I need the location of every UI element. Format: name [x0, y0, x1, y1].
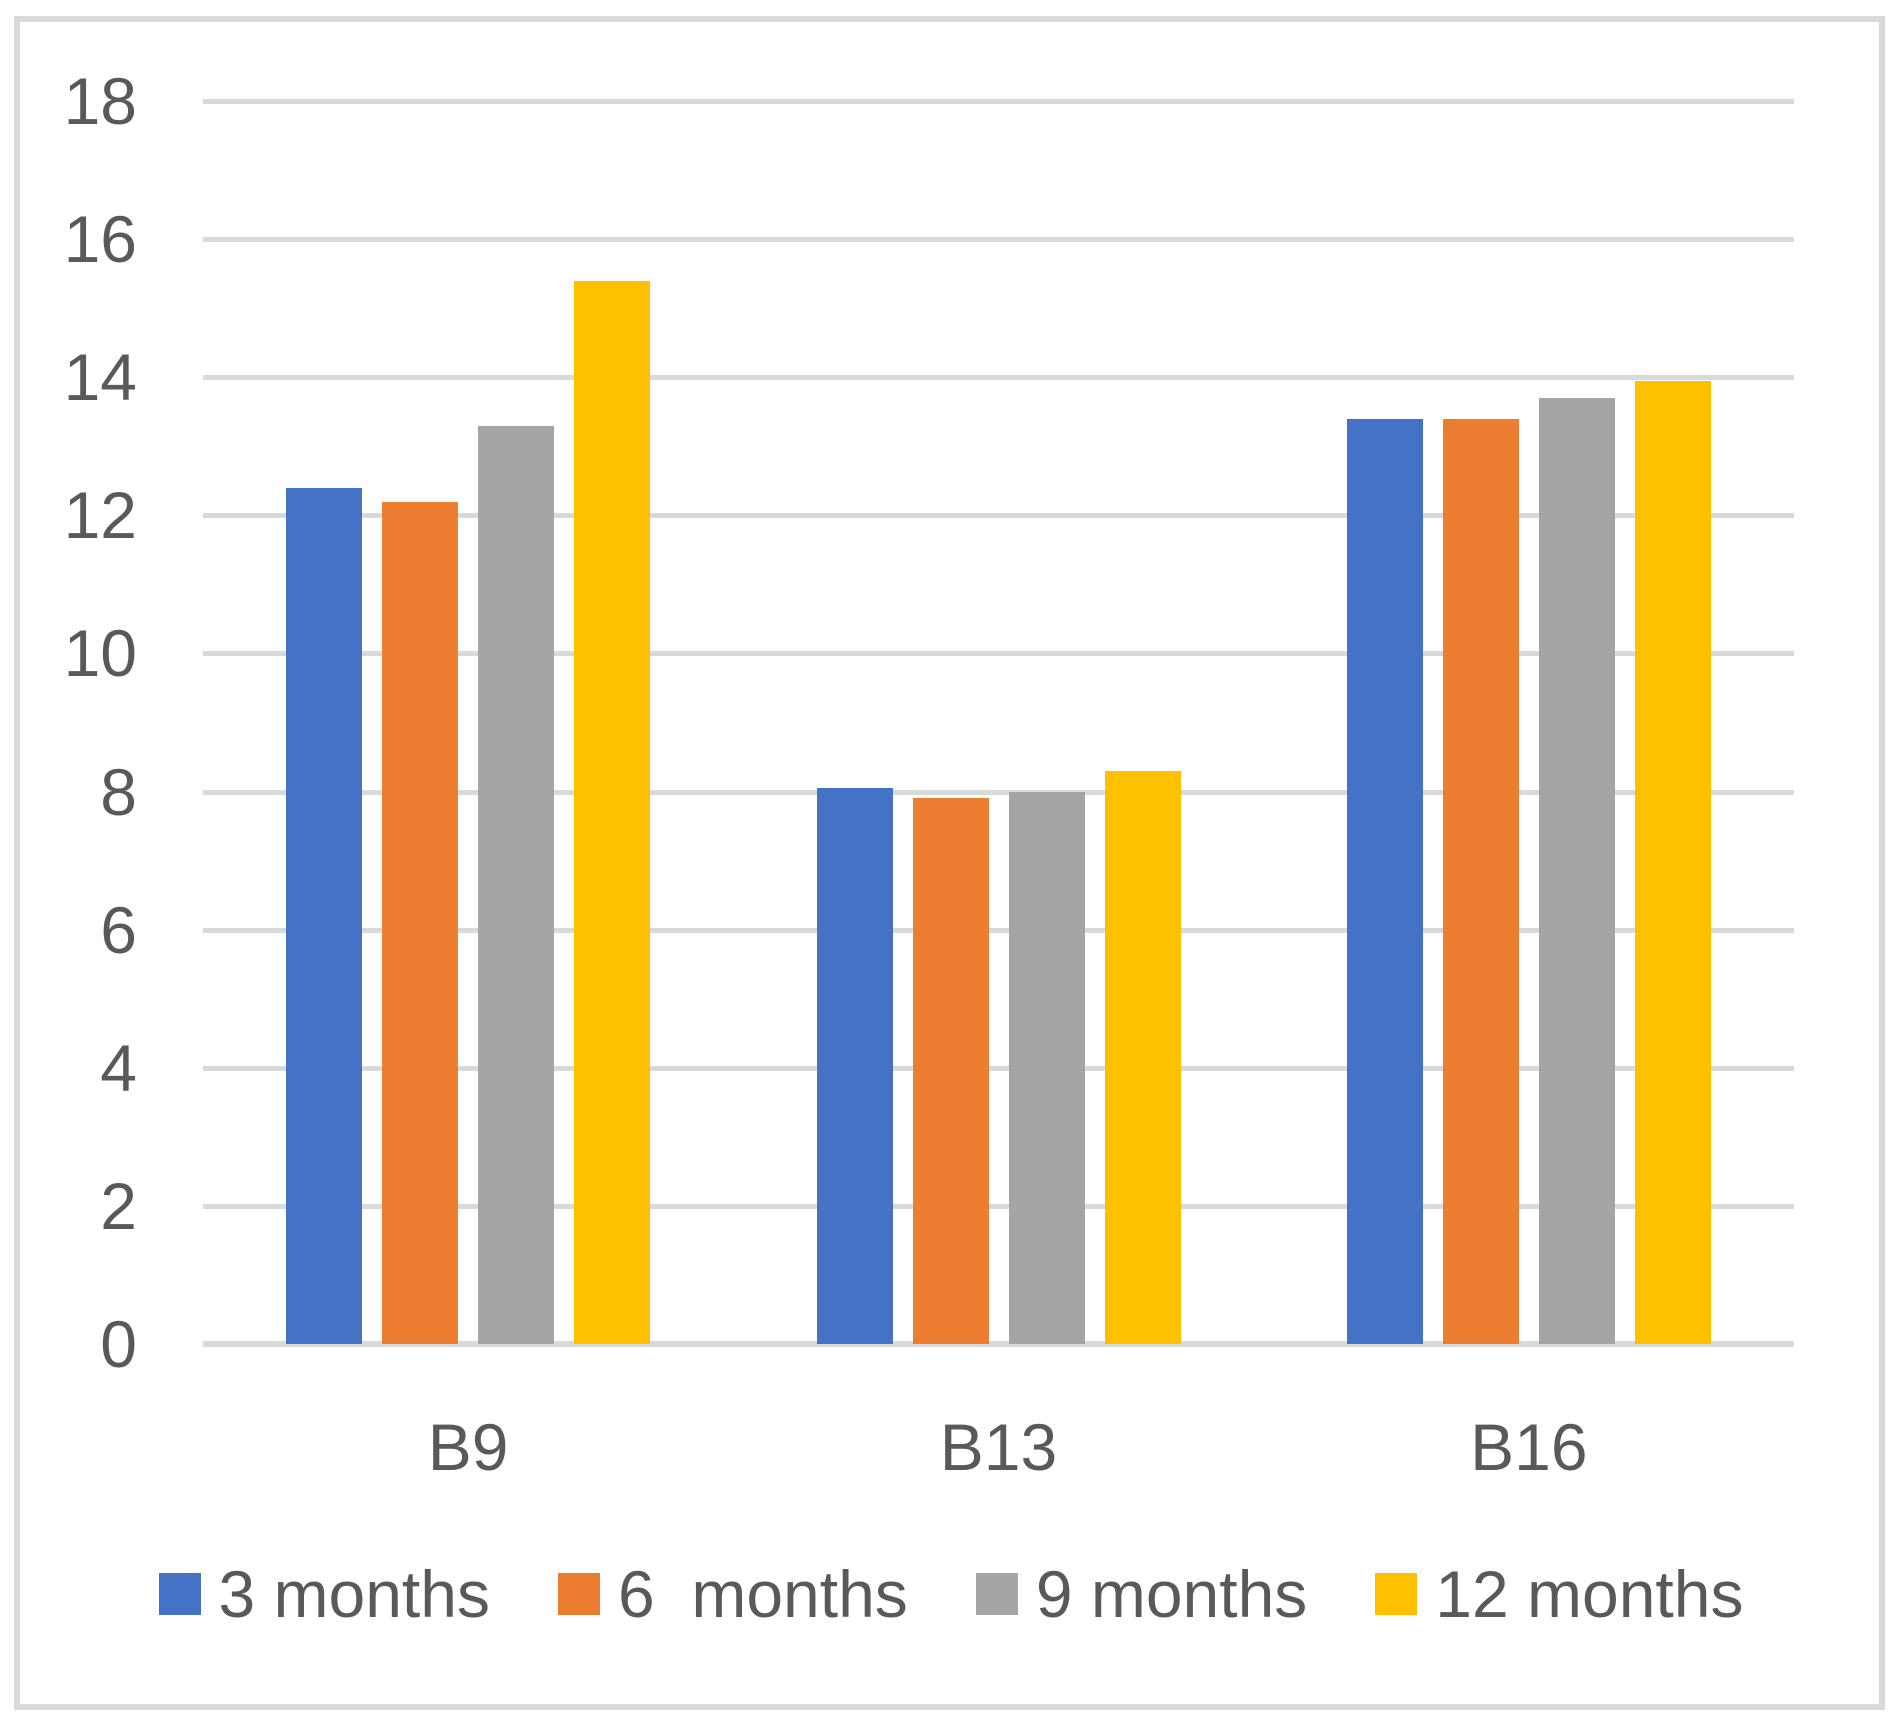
legend-label: 9 months [1035, 1557, 1308, 1631]
y-axis-tick-label: 10 [63, 616, 137, 691]
bar-group-b9 [286, 101, 651, 1344]
legend-item-6-months: 6 months [557, 1557, 908, 1631]
bar-group-b16 [1346, 101, 1711, 1344]
bar-b13-12-months [1104, 770, 1181, 1344]
y-axis-tick-label: 16 [63, 202, 137, 277]
y-axis-tick-label: 2 [100, 1168, 137, 1243]
bar-b9-12-months [574, 280, 651, 1344]
gridline-y-0 [203, 1341, 1794, 1347]
legend-item-12-months: 12 months [1375, 1559, 1743, 1629]
bar-b13-3-months [816, 788, 893, 1344]
gridline-y-8 [203, 789, 1794, 795]
y-axis-tick-label: 6 [100, 892, 137, 967]
bar-b16-3-months [1346, 418, 1423, 1344]
bar-b9-3-months [286, 487, 363, 1344]
y-axis-tick-label: 14 [63, 340, 137, 415]
bar-b9-6-months [382, 501, 459, 1344]
y-axis-tick-label: 8 [100, 754, 137, 829]
legend-swatch-icon [1375, 1573, 1418, 1615]
gridline-y-2 [203, 1203, 1794, 1209]
gridline-y-4 [203, 1065, 1794, 1071]
y-axis-tick-label: 0 [100, 1307, 137, 1381]
legend-swatch-icon [557, 1573, 600, 1615]
x-axis-category-label: B16 [1470, 1410, 1588, 1484]
bar-group-b13 [816, 101, 1181, 1344]
legend-item-3-months: 3 months [158, 1557, 490, 1631]
gridline-y-6 [203, 927, 1794, 933]
gridline-y-18 [203, 99, 1794, 104]
legend-swatch-icon [975, 1573, 1018, 1615]
legend-item-9-months: 9 months [975, 1557, 1308, 1631]
gridline-y-12 [203, 513, 1794, 519]
legend: 3 months 6 months 9 months 12 months [0, 1557, 1902, 1631]
y-axis-tick-label: 12 [63, 478, 137, 553]
x-axis-category-label: B9 [427, 1410, 509, 1484]
legend-label: 3 months [218, 1557, 490, 1631]
gridline-y-14 [203, 375, 1794, 381]
bar-b16-12-months [1634, 380, 1711, 1344]
legend-swatch-icon [158, 1573, 201, 1615]
plot-area: 0 2 4 6 8 10 12 14 16 18 B9 B13 B16 [64, 66, 1794, 1482]
bar-b16-6-months [1442, 418, 1519, 1344]
gridline-y-16 [203, 237, 1794, 243]
bar-b9-9-months [478, 425, 555, 1344]
bar-b16-9-months [1538, 397, 1615, 1344]
gridline-y-10 [203, 651, 1794, 657]
x-axis-category-label: B13 [939, 1410, 1058, 1484]
y-axis-tick-label: 4 [100, 1030, 137, 1105]
bar-b13-9-months [1008, 791, 1085, 1344]
y-axis-tick-label: 18 [63, 64, 137, 138]
legend-label: 6 months [617, 1557, 908, 1631]
bar-b13-6-months [912, 798, 989, 1344]
legend-label: 12 months [1435, 1557, 1744, 1631]
